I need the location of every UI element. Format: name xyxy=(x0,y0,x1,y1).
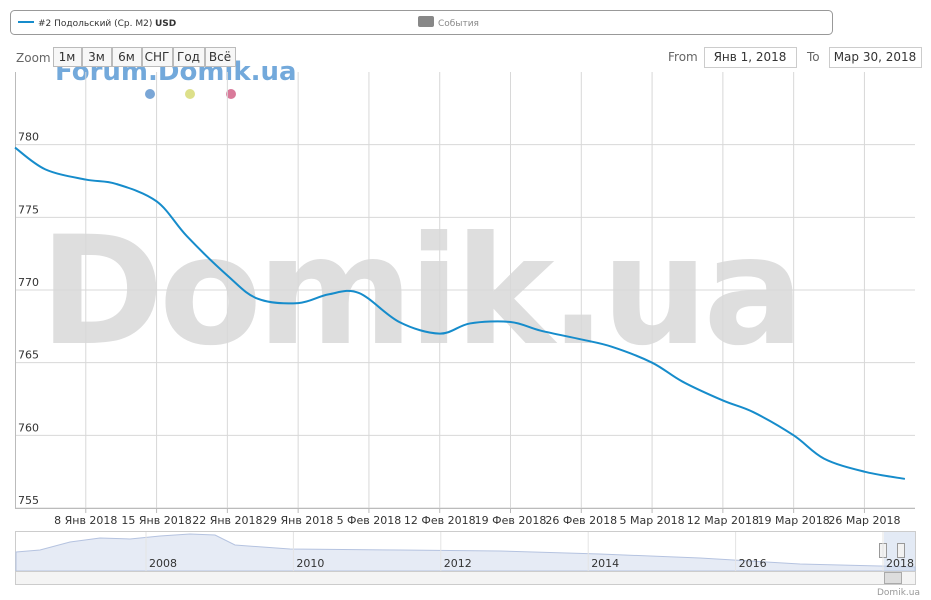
zoom-button[interactable] xyxy=(112,47,142,67)
zoom-button-label: 3м xyxy=(88,50,105,64)
navigator-label: 2018 xyxy=(886,557,914,570)
zoom-button-label: Всё xyxy=(209,50,231,64)
zoom-button-label: Год xyxy=(177,50,200,64)
navigator-handle[interactable] xyxy=(897,543,905,558)
y-tick-label: 760 xyxy=(18,421,39,434)
from-value: Янв 1, 2018 xyxy=(714,50,787,64)
x-tick-label: 15 Янв 2018 xyxy=(121,514,191,527)
navigator-label: 2008 xyxy=(149,557,177,570)
navigator-label: 2010 xyxy=(296,557,324,570)
x-tick-label: 26 Мар 2018 xyxy=(828,514,900,527)
y-tick-label: 755 xyxy=(18,494,39,507)
zoom-button[interactable] xyxy=(142,47,173,67)
x-tick-label: 12 Фев 2018 xyxy=(404,514,476,527)
zoom-button[interactable] xyxy=(173,47,205,67)
x-tick-label: 19 Мар 2018 xyxy=(758,514,830,527)
dot xyxy=(185,89,195,99)
events-legend[interactable]: События xyxy=(438,19,479,29)
x-tick-label: 26 Фев 2018 xyxy=(545,514,617,527)
watermark: Domik.ua xyxy=(40,205,805,379)
y-tick-label: 780 xyxy=(18,131,39,144)
zoom-button[interactable] xyxy=(53,47,82,67)
zoom-button[interactable] xyxy=(82,47,112,67)
zoom-button-label: 1м xyxy=(59,50,76,64)
zoom-button-label: СНГ xyxy=(145,50,170,64)
to-value: Мар 30, 2018 xyxy=(834,50,917,64)
navigator-label: 2014 xyxy=(591,557,619,570)
x-tick-label: 8 Янв 2018 xyxy=(54,514,117,527)
y-tick-label: 765 xyxy=(18,349,39,362)
x-tick-label: 22 Янв 2018 xyxy=(192,514,262,527)
x-tick-label: 12 Мар 2018 xyxy=(687,514,759,527)
credit[interactable]: Domik.ua xyxy=(877,588,920,598)
from-label: From xyxy=(668,50,698,64)
legend-entry[interactable]: #2 Подольский (Ср. M2) xyxy=(38,19,152,29)
zoom-button[interactable] xyxy=(205,47,236,67)
navigator-label: 2016 xyxy=(739,557,767,570)
to-input[interactable] xyxy=(829,47,922,68)
zoom-button-label: 6м xyxy=(118,50,135,64)
zoom-label: Zoom xyxy=(16,51,51,65)
dot xyxy=(145,89,155,99)
to-label: To xyxy=(806,50,820,64)
scrollbar-thumb[interactable] xyxy=(884,572,902,584)
x-tick-label: 19 Фев 2018 xyxy=(475,514,547,527)
x-tick-label: 5 Мар 2018 xyxy=(619,514,684,527)
legend-currency: USD xyxy=(155,19,176,29)
events-swatch xyxy=(418,16,434,27)
navigator-label: 2012 xyxy=(444,557,472,570)
x-tick-label: 5 Фев 2018 xyxy=(337,514,402,527)
x-tick-label: 29 Янв 2018 xyxy=(263,514,333,527)
scrollbar[interactable] xyxy=(15,571,916,585)
series-line xyxy=(14,146,906,480)
y-tick-label: 775 xyxy=(18,203,39,216)
dot xyxy=(226,89,236,99)
y-tick-label: 770 xyxy=(18,276,39,289)
from-input[interactable] xyxy=(704,47,797,68)
